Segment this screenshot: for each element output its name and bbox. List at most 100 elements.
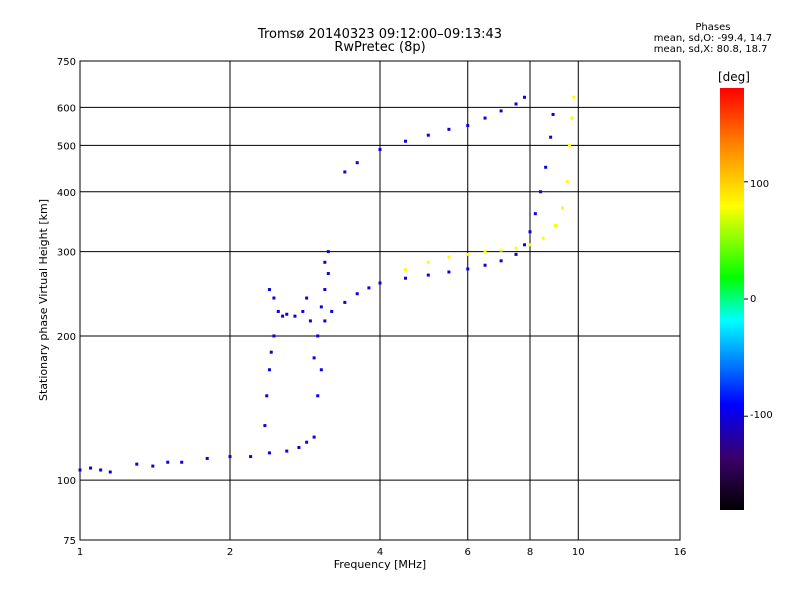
data-point: [78, 468, 82, 472]
data-point: [89, 466, 93, 470]
data-point: [403, 139, 407, 143]
x-tick-label: 4: [377, 547, 383, 558]
y-tick-label: 300: [57, 248, 76, 259]
data-point: [514, 102, 518, 106]
data-point: [533, 212, 537, 216]
data-point: [108, 470, 112, 474]
data-point: [319, 368, 323, 372]
data-point: [281, 314, 285, 318]
data-point: [326, 250, 330, 254]
chart-title: Tromsø 20140323 09:12:00–09:13:43: [257, 27, 503, 42]
data-point: [561, 206, 565, 210]
data-point: [305, 296, 309, 300]
data-point: [367, 286, 371, 290]
data-point: [528, 243, 532, 247]
data-point: [539, 190, 543, 194]
y-tick-label: 600: [57, 103, 76, 114]
plot-frame: [79, 60, 681, 541]
data-point: [544, 165, 548, 169]
x-tick-label: 1: [77, 547, 83, 558]
colorbar-tick-100: 100: [750, 179, 770, 190]
data-point: [305, 440, 309, 444]
data-point: [483, 250, 487, 254]
data-point: [447, 127, 451, 131]
grid-lines: [80, 61, 680, 540]
data-point: [265, 394, 269, 398]
y-tick-label: 750: [57, 57, 76, 68]
data-point: [267, 288, 271, 292]
data-point: [549, 135, 553, 139]
data-point: [551, 112, 555, 116]
data-point: [499, 259, 503, 263]
data-point: [553, 224, 557, 228]
data-point: [205, 456, 209, 460]
data-point: [323, 319, 327, 323]
phases-title: Phases: [695, 22, 731, 33]
data-point: [180, 460, 184, 464]
y-axis-label: Stationary phase Virtual Height [km]: [37, 199, 50, 401]
data-point: [316, 334, 320, 338]
data-point: [514, 246, 518, 250]
phases-box: Phases mean, sd,O: -99.4, 14.7 mean, sd,…: [654, 22, 772, 55]
phases-x-stats: mean, sd,X: 80.8, 18.7: [653, 44, 768, 55]
data-point: [343, 170, 347, 174]
data-point: [269, 350, 273, 354]
data-point: [403, 276, 407, 280]
data-point: [263, 424, 267, 428]
y-tick-label: 100: [57, 476, 76, 487]
data-point: [312, 356, 316, 360]
data-point: [499, 248, 503, 252]
data-point: [308, 319, 312, 323]
data-point: [483, 116, 487, 120]
chart-subtitle: RwPretec (8p): [334, 40, 426, 55]
data-point: [166, 460, 170, 464]
data-point: [272, 334, 276, 338]
x-tick-label: 8: [527, 547, 533, 558]
data-point: [499, 109, 503, 113]
data-point: [272, 296, 276, 300]
data-point: [355, 292, 359, 296]
data-point: [249, 455, 253, 459]
data-point: [323, 260, 327, 264]
data-point: [285, 449, 289, 453]
data-point: [378, 281, 382, 285]
data-point: [523, 95, 527, 99]
y-tick-label: 200: [57, 332, 76, 343]
data-point: [151, 464, 155, 468]
colorbar: [720, 88, 744, 510]
data-points: [78, 95, 576, 474]
x-tick-label: 16: [674, 547, 687, 558]
data-point: [343, 300, 347, 304]
y-tick-label: 75: [63, 536, 76, 547]
data-point: [267, 368, 271, 372]
data-point: [323, 288, 327, 292]
data-point: [426, 133, 430, 137]
data-point: [316, 394, 320, 398]
colorbar-tick-0: 0: [750, 294, 757, 305]
x-axis-label: Frequency [MHz]: [334, 558, 426, 571]
data-point: [483, 263, 487, 267]
data-point: [466, 267, 470, 271]
data-point: [570, 116, 574, 120]
axis-ticks: 1 2 4 6 8 10 16 75 100 200 300 400 500 600 750: [57, 57, 686, 558]
data-point: [267, 451, 271, 455]
data-point: [378, 148, 382, 152]
data-point: [403, 268, 407, 272]
data-point: [528, 230, 532, 234]
data-point: [514, 252, 518, 256]
data-point: [541, 236, 545, 240]
data-point: [228, 455, 232, 459]
data-point: [466, 252, 470, 256]
data-point: [326, 272, 330, 276]
x-tick-label: 6: [465, 547, 471, 558]
data-point: [523, 243, 527, 247]
data-point: [301, 309, 305, 313]
data-point: [297, 445, 301, 449]
data-point: [135, 462, 139, 466]
data-point: [330, 309, 334, 313]
data-point: [312, 435, 316, 439]
data-point: [285, 312, 289, 316]
data-point: [276, 309, 280, 313]
data-point: [447, 270, 451, 274]
